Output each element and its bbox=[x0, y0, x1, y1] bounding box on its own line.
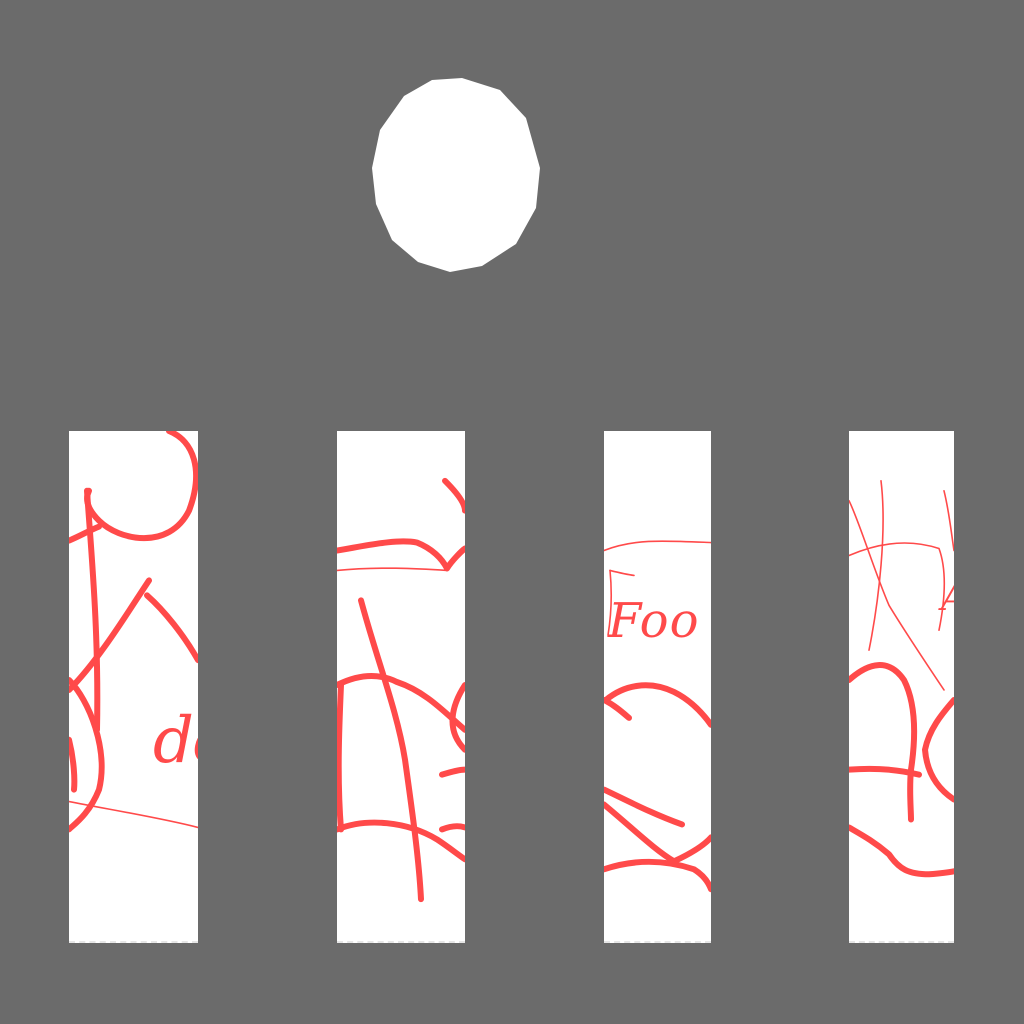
lane-4-handwriting: A bbox=[941, 581, 954, 617]
lane-3-handwriting: Foo bbox=[608, 593, 700, 649]
lane-3[interactable]: Foo bbox=[604, 431, 711, 943]
lane-2[interactable] bbox=[337, 431, 465, 943]
lane-3-scribbles bbox=[604, 540, 711, 893]
lane-1-scribbles bbox=[69, 431, 198, 833]
lane-4[interactable]: A bbox=[849, 431, 954, 943]
lane-4-scribbles bbox=[849, 480, 954, 878]
lane-1[interactable]: do bbox=[69, 431, 198, 943]
lane-2-scribbles bbox=[337, 477, 465, 903]
lane-1-handwriting: do bbox=[153, 704, 198, 778]
